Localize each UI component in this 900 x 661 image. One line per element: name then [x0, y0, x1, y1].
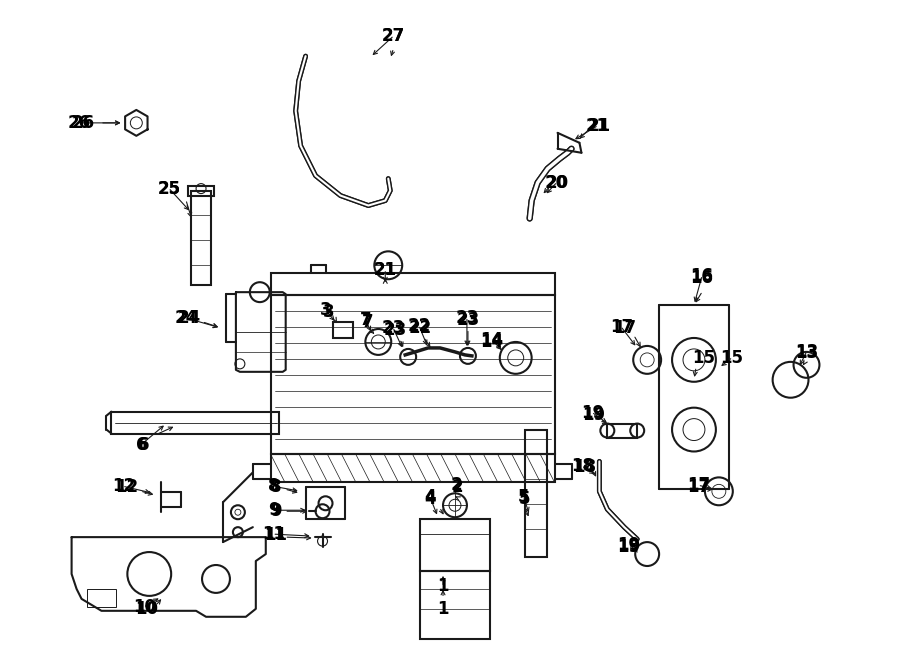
Text: 5: 5	[518, 488, 529, 506]
Text: 21: 21	[586, 117, 609, 135]
Text: 24: 24	[175, 309, 198, 327]
Text: 8: 8	[268, 477, 280, 495]
Text: 27: 27	[382, 27, 405, 45]
Text: 13: 13	[795, 344, 818, 362]
Bar	[608, 424, 637, 438]
Text: 12: 12	[115, 479, 138, 496]
Bar	[525, 430, 546, 557]
Bar	[271, 273, 554, 295]
Bar	[271, 455, 554, 483]
Text: 18: 18	[573, 459, 596, 477]
Text: 22: 22	[408, 317, 431, 335]
Text: 13: 13	[795, 343, 818, 361]
Text: 19: 19	[617, 536, 641, 554]
Bar	[191, 190, 211, 285]
Text: 12: 12	[112, 477, 135, 495]
Text: 21: 21	[588, 117, 611, 135]
Bar	[420, 519, 490, 571]
Text: 23: 23	[382, 319, 405, 337]
Text: 3: 3	[323, 303, 334, 321]
Text: 10: 10	[133, 598, 156, 616]
Text: 19: 19	[581, 406, 605, 424]
Text: 27: 27	[382, 27, 405, 45]
Text: 11: 11	[262, 525, 285, 543]
Text: 4: 4	[424, 488, 436, 506]
Text: 11: 11	[265, 526, 287, 544]
Text: 4: 4	[424, 490, 436, 508]
Text: 17: 17	[688, 477, 710, 494]
Text: 14: 14	[481, 333, 503, 351]
Text: 24: 24	[177, 309, 201, 327]
Text: 7: 7	[359, 311, 371, 329]
Text: 15: 15	[692, 349, 716, 367]
Text: 16: 16	[690, 267, 714, 286]
Text: 26: 26	[68, 114, 91, 132]
Text: 6: 6	[136, 436, 147, 453]
Text: 5: 5	[519, 490, 530, 508]
Text: 22: 22	[409, 319, 432, 337]
Text: 15: 15	[720, 349, 743, 367]
Text: 2: 2	[450, 477, 462, 494]
Text: 17: 17	[609, 318, 633, 336]
Text: 20: 20	[545, 174, 568, 192]
Bar	[334, 322, 354, 338]
Text: 8: 8	[270, 479, 282, 496]
Text: 23: 23	[383, 321, 407, 339]
Text: 19: 19	[580, 404, 604, 422]
Bar	[86, 589, 116, 607]
Text: 18: 18	[571, 457, 594, 475]
Text: 19: 19	[617, 538, 641, 556]
Text: 21: 21	[374, 261, 397, 279]
Text: 17: 17	[613, 319, 635, 337]
Text: 9: 9	[270, 502, 282, 520]
Bar	[420, 571, 490, 639]
Text: 1: 1	[437, 577, 449, 595]
Text: 23: 23	[456, 311, 480, 329]
Text: 16: 16	[690, 269, 714, 288]
Text: 6: 6	[138, 436, 149, 453]
Text: 26: 26	[72, 114, 95, 132]
Bar	[112, 412, 279, 434]
Text: 21: 21	[374, 261, 397, 279]
Bar	[271, 295, 554, 455]
Text: 25: 25	[158, 180, 181, 198]
Bar	[188, 186, 214, 196]
Text: 7: 7	[362, 313, 374, 331]
Text: 23: 23	[455, 309, 479, 327]
Text: 10: 10	[135, 600, 158, 618]
Text: 2: 2	[451, 479, 463, 496]
Text: 14: 14	[481, 331, 503, 349]
Text: 1: 1	[437, 600, 449, 618]
Text: 17: 17	[688, 479, 710, 496]
Text: 3: 3	[320, 301, 331, 319]
Text: 25: 25	[158, 180, 181, 198]
Text: 20: 20	[546, 174, 569, 192]
Text: 9: 9	[268, 501, 280, 520]
